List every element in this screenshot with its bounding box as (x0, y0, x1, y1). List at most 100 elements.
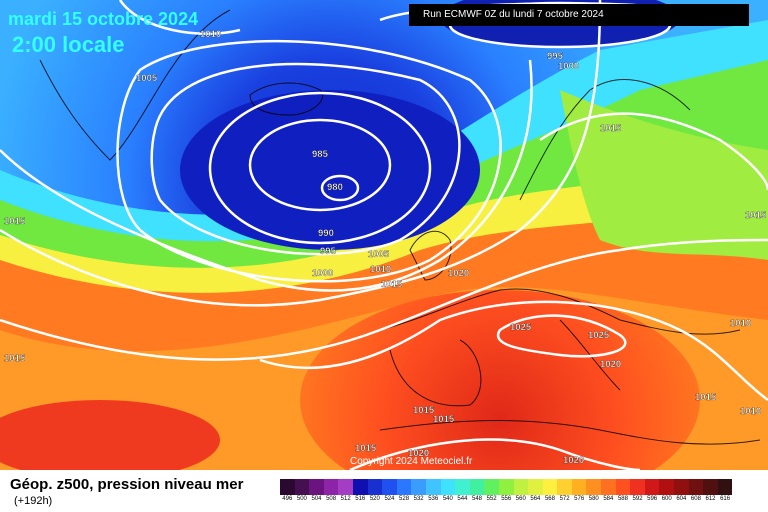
legend-label: 520 (369, 496, 380, 502)
coast-greenland (39, 9, 231, 161)
high-core (300, 290, 700, 470)
pressure-label: 990 (318, 228, 334, 239)
copyright-text: Copyright 2024 Meteociel.fr (350, 456, 473, 467)
pressure-label: 1010 (370, 264, 391, 275)
legend-label: 516 (355, 496, 366, 502)
legend-label: 572 (559, 496, 570, 502)
legend-label: 600 (661, 496, 672, 502)
pressure-label: 1015 (600, 123, 622, 134)
pressure-label: 1020 (408, 448, 429, 459)
pressure-label: 995 (320, 246, 337, 257)
legend-label: 560 (515, 496, 526, 502)
legend-swatch (571, 479, 587, 495)
legend-label: 532 (413, 496, 424, 502)
pressure-label: 1015 (745, 210, 767, 221)
coast-british-isles (409, 230, 452, 281)
legend-swatch (425, 479, 441, 495)
pressure-label: 980 (327, 182, 343, 193)
isobar-980 (320, 174, 360, 202)
pressure-label: 1015 (381, 279, 403, 290)
legend-swatch (717, 479, 733, 495)
pressure-label: 1020 (448, 268, 469, 279)
map-area: 1010 1005 995 1000 985 980 1015 990 995 … (0, 0, 768, 470)
pressure-label: 1015 (695, 392, 717, 403)
legend-swatch (294, 479, 310, 495)
legend-label: 508 (326, 496, 337, 502)
isobar-995 (150, 62, 461, 256)
legend-swatch (498, 479, 514, 495)
isobar-greenland (118, 0, 241, 35)
forecast-lead: (+192h) (14, 495, 53, 507)
sw-warm-core (0, 400, 220, 470)
pressure-label: 1015 (4, 216, 26, 227)
pressure-label: 1005 (136, 73, 158, 84)
legend-label: 528 (399, 496, 410, 502)
map-svg: 1010 1005 995 1000 985 980 1015 990 995 … (0, 0, 768, 470)
legend-swatch (280, 479, 295, 495)
pressure-label: 995 (547, 51, 564, 62)
pressure-label: 1015 (433, 414, 455, 425)
coast-africa (379, 420, 761, 445)
pressure-label: 1000 (558, 61, 579, 72)
pressure-label: 1020 (563, 455, 584, 466)
isobar-1015-east (539, 112, 768, 191)
legend-label: 552 (486, 496, 497, 502)
legend-label: 564 (530, 496, 541, 502)
pressure-label: 1015 (355, 443, 377, 454)
pressure-label: 1015 (413, 405, 435, 416)
pressure-label: 1010 (730, 318, 751, 329)
coast-scandinavia (519, 79, 691, 201)
legend-swatch (484, 479, 499, 495)
legend-swatch (659, 479, 675, 495)
legend-swatch (367, 479, 383, 495)
legend-swatch (528, 479, 543, 495)
legend-swatches (280, 479, 733, 495)
legend-label: 588 (617, 496, 628, 502)
legend-swatch (323, 479, 339, 495)
legend-label: 604 (676, 496, 687, 502)
legend-swatch (630, 479, 645, 495)
forecast-time: 2:00 locale (12, 32, 125, 57)
pressure-label: 985 (312, 149, 329, 160)
pressure-label: 1010 (200, 29, 221, 40)
legend-swatch (674, 479, 689, 495)
legend-swatch (513, 479, 529, 495)
run-info: Run ECMWF 0Z du lundi 7 octobre 2024 (409, 4, 749, 26)
isobar-1020 (259, 300, 768, 402)
legend-label: 612 (705, 496, 716, 502)
legend-label: 556 (501, 496, 512, 502)
legend-label: 544 (457, 496, 468, 502)
legend-label: 512 (340, 496, 351, 502)
legend-label: 504 (311, 496, 322, 502)
coast-iberia (389, 339, 482, 407)
legend-swatch (309, 479, 324, 495)
legend-label: 540 (442, 496, 453, 502)
legend-label: 576 (574, 496, 585, 502)
legend-swatch (469, 479, 485, 495)
forecast-date: mardi 15 octobre 2024 (8, 9, 199, 29)
coast-iceland (249, 82, 323, 116)
legend-swatch (338, 479, 353, 495)
legend-label: 608 (690, 496, 701, 502)
pressure-label: 1020 (600, 359, 621, 370)
legend-swatch (352, 479, 368, 495)
coast-europe (379, 288, 741, 335)
legend-swatch (615, 479, 631, 495)
legend-swatch (586, 479, 602, 495)
pressure-label: 1010 (740, 406, 761, 417)
legend-label: 616 (720, 496, 731, 502)
legend-label: 592 (632, 496, 643, 502)
pressure-label: 1015 (4, 353, 26, 364)
footer: Géop. z500, pression niveau mer (+192h) … (0, 470, 768, 512)
coastlines (39, 9, 761, 445)
legend-swatch (455, 479, 470, 495)
legend-swatch (440, 479, 456, 495)
isobar-1020-south (349, 438, 641, 470)
pressure-label: 1025 (510, 322, 532, 333)
isobar-985 (248, 118, 392, 212)
legend-swatch (557, 479, 572, 495)
pressure-label: 1005 (368, 249, 390, 260)
legend-swatch (601, 479, 616, 495)
pressure-label: 1000 (312, 268, 333, 279)
